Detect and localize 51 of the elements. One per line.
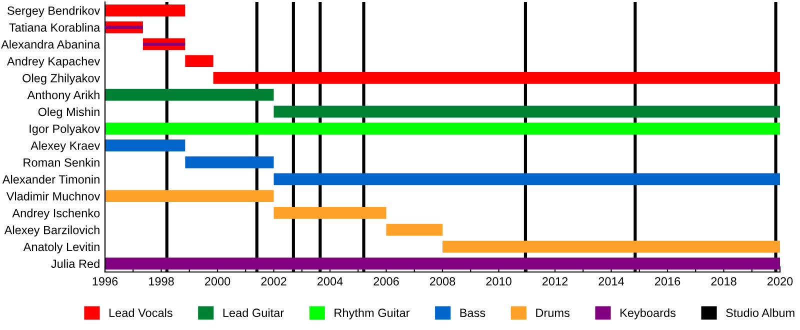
legend-label: Rhythm Guitar: [334, 308, 410, 320]
bar: [105, 88, 274, 101]
legend-label: Bass: [460, 308, 486, 318]
y-tick-label: Igor Polyakov: [30, 124, 100, 136]
legend-label: Lead Guitar: [223, 308, 284, 318]
y-tick-label: Alexander Timonin: [2, 174, 100, 184]
bar: [386, 224, 442, 236]
y-tick-label: Roman Senkin: [24, 158, 100, 167]
x-tick-label: 2000: [204, 277, 230, 286]
legend-label: Keyboards: [620, 308, 676, 320]
bar: [105, 190, 274, 202]
bar: [442, 240, 780, 253]
y-tick-label: Sergey Bendrikov: [8, 6, 100, 18]
y-tick-label: Vladimir Muchnov: [6, 192, 100, 200]
bar: [105, 140, 186, 152]
legend-label: Lead Vocals: [109, 308, 172, 318]
bar: [185, 156, 274, 168]
y-tick-label: Oleg Mishin: [38, 107, 100, 118]
x-tick-label: 2014: [598, 277, 624, 286]
bar: [185, 55, 214, 67]
legend-label: Studio Album: [726, 308, 794, 318]
y-tick-label: Alexey Kraev: [30, 141, 100, 152]
bar: [142, 42, 186, 46]
bar: [274, 106, 780, 118]
bar: [105, 122, 780, 134]
bar: [274, 207, 386, 219]
x-tick-label: 2002: [261, 277, 286, 286]
y-tick-label: Anthony Arikh: [27, 90, 100, 102]
x-tick-label: 1996: [92, 277, 118, 286]
y-tick-label: Tatiana Korablina: [9, 23, 100, 32]
bar: [274, 173, 780, 186]
x-tick-label: 2006: [374, 277, 399, 286]
x-tick-label: 1998: [149, 277, 174, 286]
y-tick-label: Oleg Zhilyakov: [22, 74, 100, 85]
y-tick-label: Alexey Barzilovich: [4, 226, 100, 237]
y-tick-label: Alexandra Abanina: [1, 40, 100, 49]
x-tick-label: 2016: [654, 277, 680, 286]
x-tick-label: 2010: [486, 277, 512, 286]
y-tick-label: Julia Red: [51, 259, 100, 268]
y-tick-label: Andrey Ischenko: [12, 208, 100, 220]
y-tick-label: Anatoly Levitin: [23, 242, 100, 254]
bar: [105, 26, 143, 29]
bar: [213, 72, 780, 84]
x-tick-label: 2008: [430, 277, 456, 286]
x-tick-label: 2004: [317, 277, 343, 286]
x-tick-label: 2018: [711, 277, 736, 286]
x-tick-label: 2020: [767, 277, 793, 286]
y-tick-label: Andrey Kapachev: [6, 56, 100, 68]
legend-label: Drums: [536, 308, 570, 318]
bar: [105, 4, 186, 16]
x-tick-label: 2012: [542, 277, 568, 286]
